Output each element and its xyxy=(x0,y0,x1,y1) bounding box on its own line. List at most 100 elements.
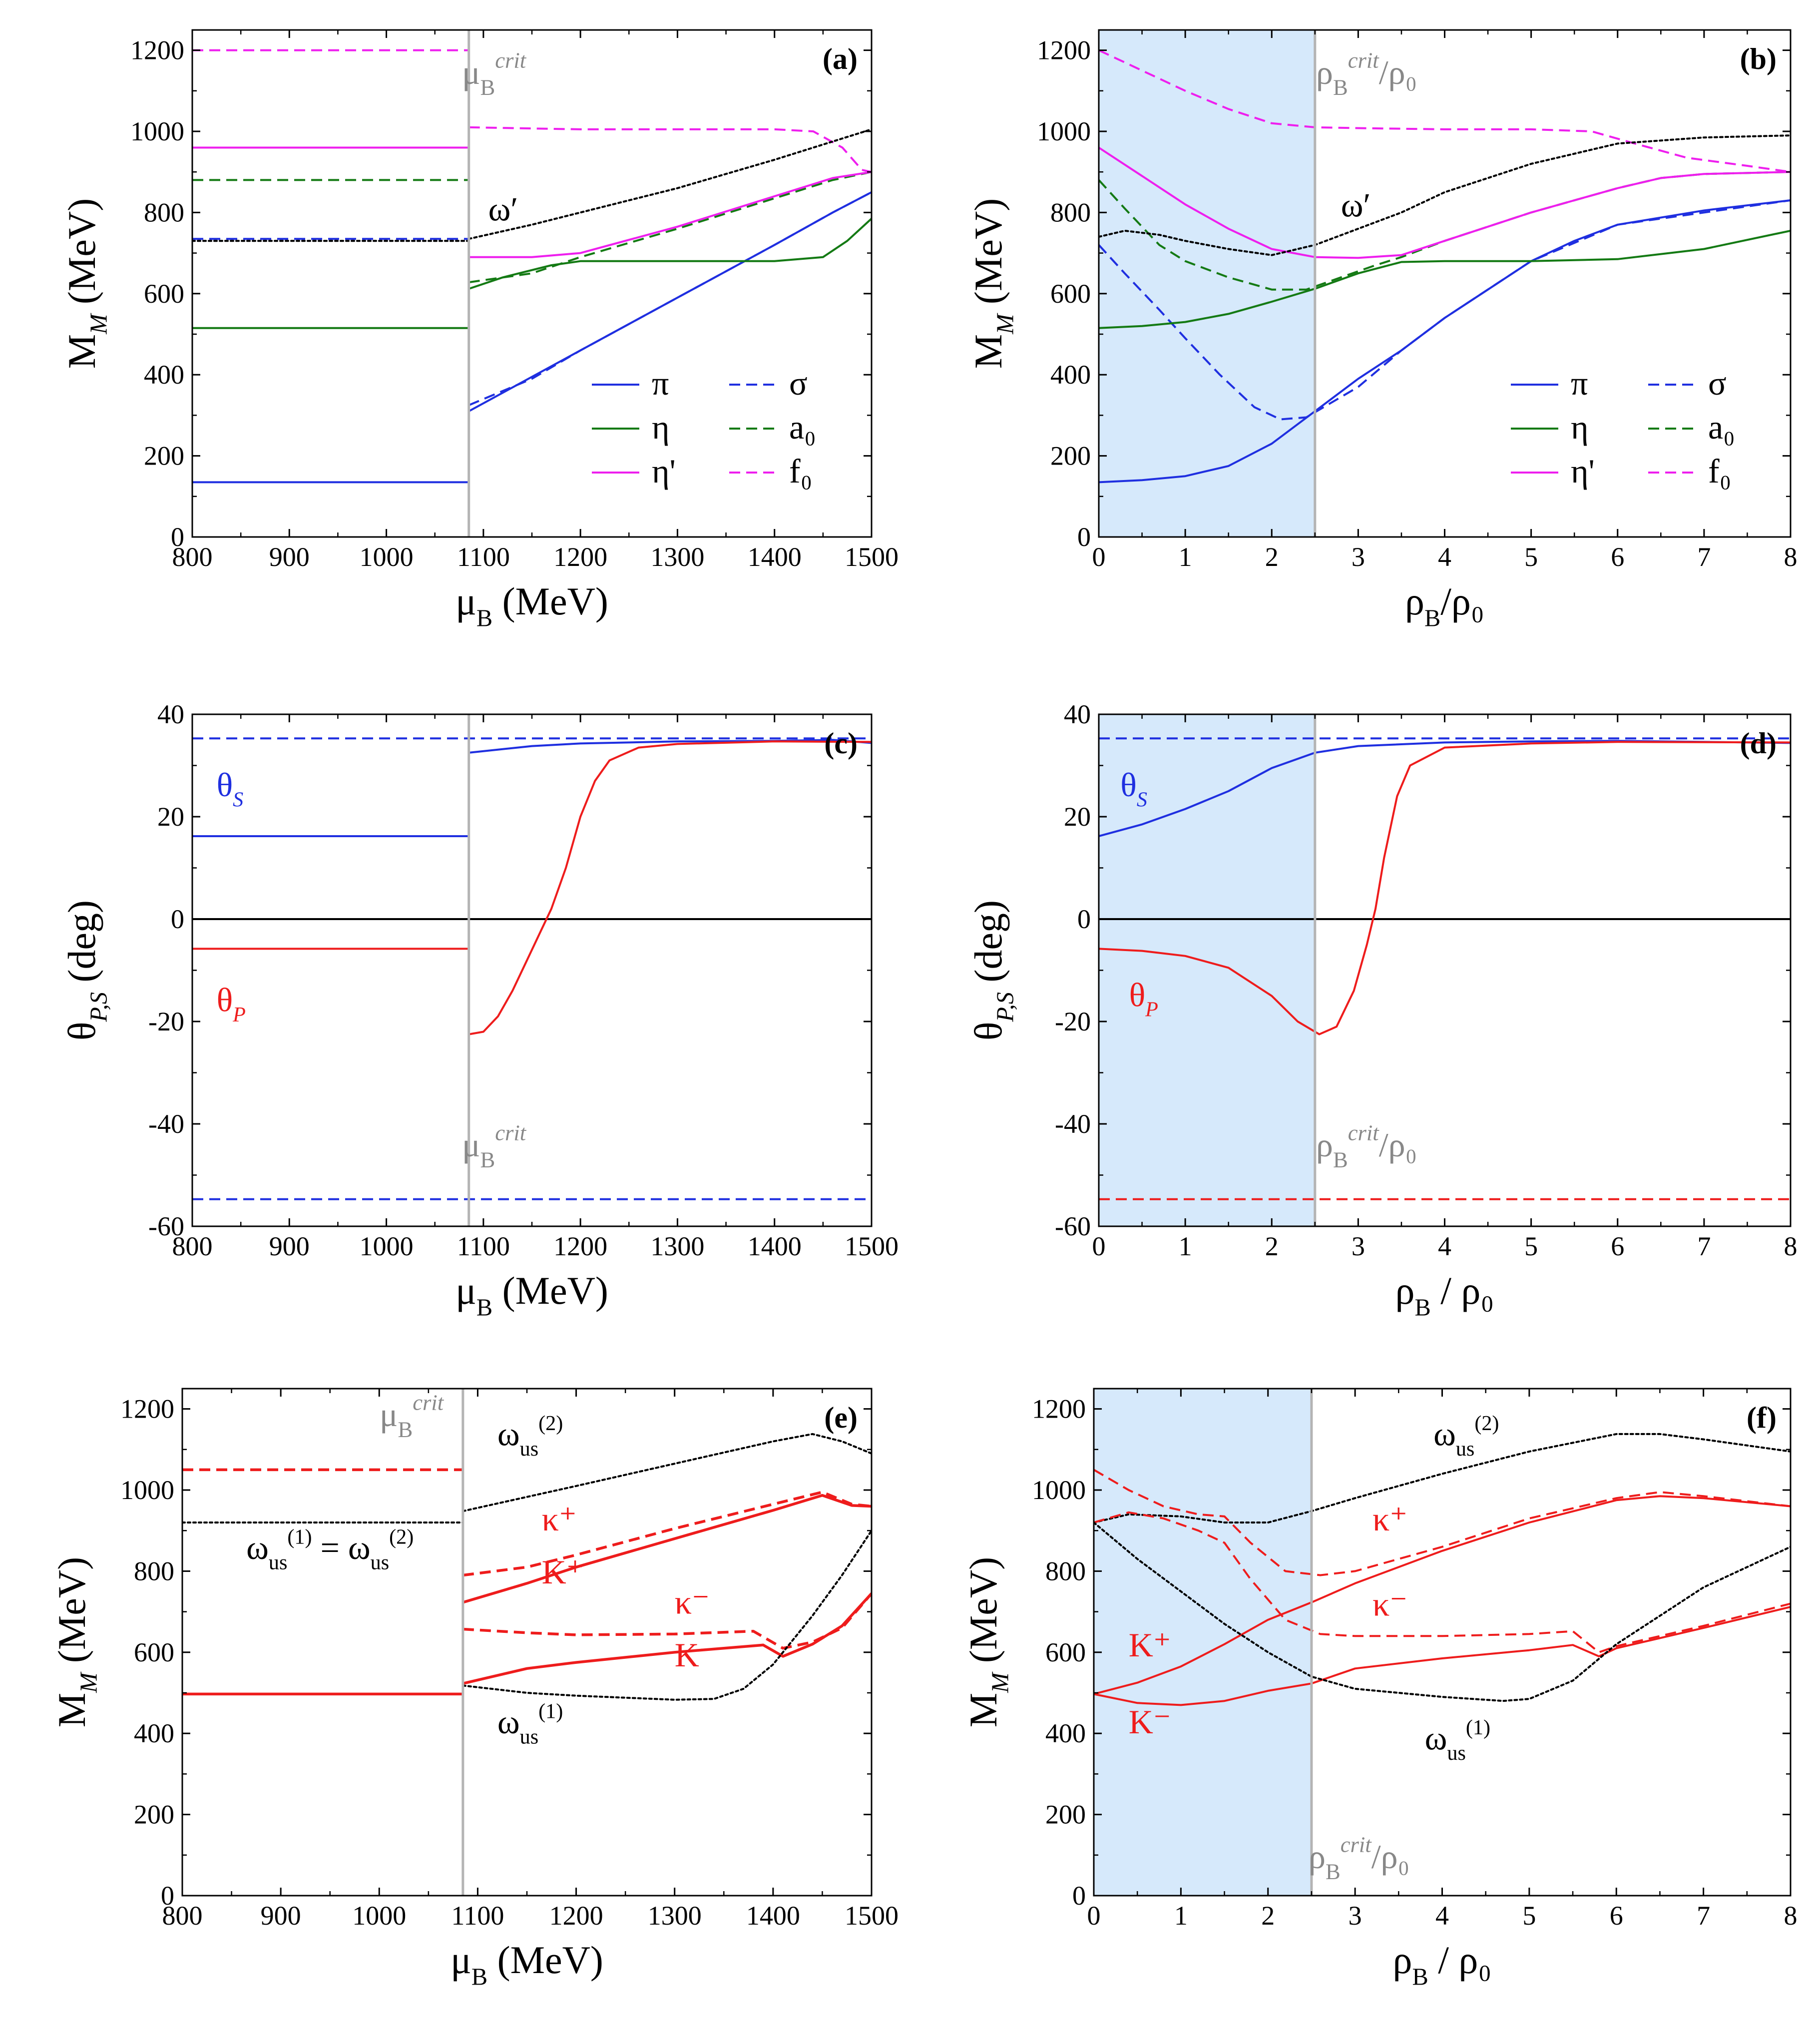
x-tick-label: 1400 xyxy=(748,1231,802,1261)
x-tick-label: 2 xyxy=(1265,542,1279,572)
x-tick-label: 800 xyxy=(172,542,213,572)
annotation-3: κ⁺ xyxy=(542,1500,577,1538)
x-tick-label: 900 xyxy=(261,1901,301,1931)
annotation-2: θP​ xyxy=(217,981,246,1026)
x-axis-label: μB (MeV) xyxy=(455,579,608,631)
x-tick-label: 0 xyxy=(1092,542,1106,572)
series-line-5 xyxy=(1099,741,1791,1035)
x-tick-label: 2 xyxy=(1261,1901,1275,1931)
x-tick-label: 6 xyxy=(1611,542,1624,572)
x-tick-label: 3 xyxy=(1352,542,1365,572)
y-tick-label: 200 xyxy=(144,441,184,471)
y-tick-label: -20 xyxy=(148,1007,184,1036)
x-tick-label: 1000 xyxy=(360,542,414,572)
x-axis-label: ρB / ρ₀ xyxy=(1393,1938,1492,1990)
series-line-3 xyxy=(1094,1495,1791,1695)
y-tick-label: 400 xyxy=(1050,360,1091,390)
y-tick-label: 0 xyxy=(1077,522,1091,552)
x-tick-label: 1200 xyxy=(553,1231,607,1261)
x-axis-label: ρB/ρ₀ xyxy=(1405,579,1484,631)
y-axis-label: MM (MeV) xyxy=(961,1557,1013,1727)
y-tick-label: -60 xyxy=(148,1211,184,1241)
series-line-8 xyxy=(462,1592,872,1685)
series-line-6 xyxy=(468,739,872,754)
critical-label: μBcrit​ xyxy=(462,48,527,100)
x-tick-label: 1200 xyxy=(553,542,607,572)
shaded-region xyxy=(1099,30,1315,537)
series-line-14 xyxy=(467,128,872,240)
annotation-6: K⁻ xyxy=(675,1636,717,1674)
series-line-13 xyxy=(468,126,872,173)
x-tick-label: 3 xyxy=(1352,1231,1365,1261)
critical-label: μBcrit​ xyxy=(462,1120,527,1172)
legend-label: f₀ xyxy=(1708,452,1731,490)
annotation-7: ωus(1)​ xyxy=(497,1700,563,1749)
y-tick-label: 40 xyxy=(157,699,184,729)
x-tick-label: 1500 xyxy=(845,1231,899,1261)
x-tick-label: 3 xyxy=(1349,1901,1362,1931)
series-line-4 xyxy=(1094,1511,1791,1653)
x-axis-label: ρB / ρ₀ xyxy=(1395,1269,1494,1321)
tick-group: 0 1 2 3 4 5 6 7 8 0 200 400 600 800 1000 1200 xyxy=(1037,30,1798,572)
y-tick-label: 800 xyxy=(1045,1556,1086,1586)
x-tick-label: 1000 xyxy=(352,1901,406,1931)
annotation-4: K⁺ xyxy=(542,1553,584,1591)
legend-label: σ xyxy=(1708,364,1727,402)
critical-label: μBcrit​ xyxy=(380,1390,445,1442)
x-tick-label: 1400 xyxy=(748,542,802,572)
y-tick-label: 20 xyxy=(157,802,184,832)
x-tick-label: 1100 xyxy=(457,542,510,572)
panel-label: (b) xyxy=(1740,42,1777,75)
series-line-12 xyxy=(468,171,872,258)
x-tick-label: 1400 xyxy=(746,1901,800,1931)
x-tick-label: 1200 xyxy=(549,1901,603,1931)
chart-panel-f: 0 1 2 3 4 5 6 7 8 0 200 400 600 800 1000 1200 ρB / ρ₀ MM … xyxy=(961,1388,1798,1990)
x-tick-label: 7 xyxy=(1697,542,1711,572)
chart-panel-a: 800 900 1000 1100 1200 1300 1400 1500 0 200 400 600… xyxy=(60,29,899,631)
y-tick-label: 1200 xyxy=(120,1394,174,1424)
y-tick-label: 20 xyxy=(1064,802,1091,832)
y-tick-label: -40 xyxy=(1055,1109,1091,1139)
x-tick-label: 7 xyxy=(1697,1901,1710,1931)
chart-panel-e: 800 900 1000 1100 1200 1300 1400 1500 0 200 400 600… xyxy=(50,1388,899,1990)
x-tick-label: 5 xyxy=(1524,542,1538,572)
series-group xyxy=(182,1433,872,1701)
x-axis-label: μB (MeV) xyxy=(451,1938,603,1990)
annotation-2: ωus(1) = ωus(2)​ xyxy=(246,1525,414,1574)
legend-label: π xyxy=(1571,364,1588,402)
series-line-10 xyxy=(468,218,872,290)
critical-label: ρBcrit/ρ₀ xyxy=(1309,1832,1409,1884)
x-axis-label: μB (MeV) xyxy=(455,1269,608,1321)
series-group xyxy=(1099,737,1791,1200)
series-group xyxy=(192,49,872,484)
x-tick-label: 1 xyxy=(1174,1901,1188,1931)
y-tick-label: 600 xyxy=(1045,1637,1086,1667)
y-tick-label: 0 xyxy=(171,522,184,552)
y-tick-label: 800 xyxy=(134,1556,174,1586)
annotation-2: κ⁺ xyxy=(1372,1500,1407,1538)
plot-frame xyxy=(191,29,873,538)
y-tick-label: 400 xyxy=(1045,1718,1086,1748)
y-tick-label: 400 xyxy=(134,1718,174,1748)
y-tick-label: 600 xyxy=(1050,279,1091,309)
y-axis-label: MM (MeV) xyxy=(50,1557,102,1727)
y-axis-label: θP,S (deg) xyxy=(60,900,112,1040)
series-line-5 xyxy=(1094,1605,1791,1706)
x-tick-label: 2 xyxy=(1265,1231,1279,1261)
y-tick-label: -60 xyxy=(1055,1211,1091,1241)
legend-label: η' xyxy=(652,452,676,490)
y-tick-label: -40 xyxy=(148,1109,184,1139)
y-tick-label: 800 xyxy=(144,197,184,227)
x-tick-label: 0 xyxy=(1087,1901,1101,1931)
y-axis-label: θP,S (deg) xyxy=(966,900,1018,1040)
y-tick-label: 1200 xyxy=(130,35,184,65)
x-tick-label: 900 xyxy=(269,1231,310,1261)
series-line-1 xyxy=(1094,1433,1791,1524)
legend-label: σ xyxy=(789,364,808,402)
x-tick-label: 5 xyxy=(1524,1231,1538,1261)
series-line-5 xyxy=(462,1491,872,1577)
y-tick-label: 1000 xyxy=(130,116,184,146)
annotation-5: K⁻ xyxy=(1129,1703,1171,1741)
annotation-4: K⁺ xyxy=(1129,1626,1171,1664)
